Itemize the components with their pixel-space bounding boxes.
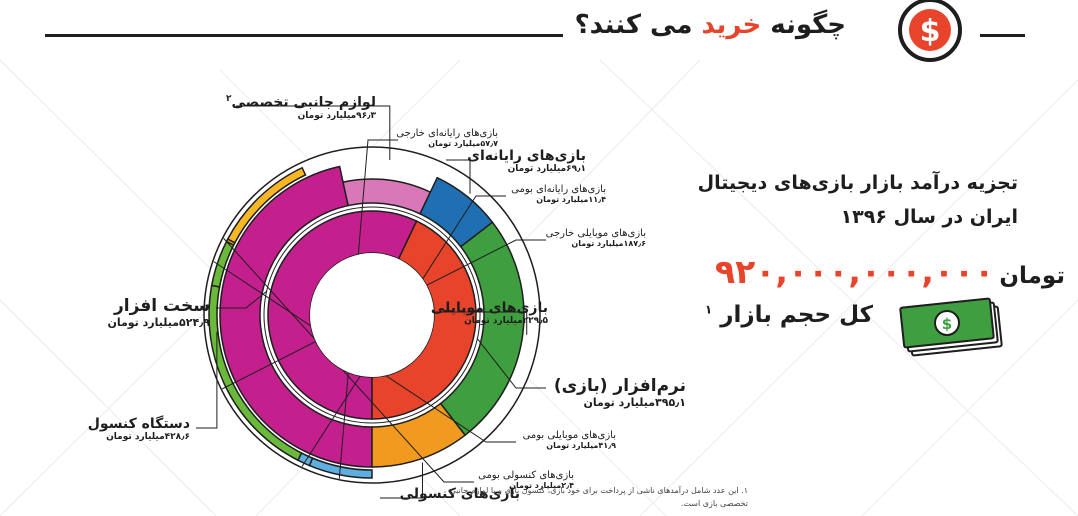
title-post: می کنند؟ [574,10,693,40]
total-label-row: کل حجم بازار ۱ [705,302,873,328]
segment-inner-نرم‌افزار-(بازی) [371,220,477,420]
label-بازی‌های-رایانه‌ای-خارجی: بازی‌های رایانه‌ای خارجی ۵۷٫۷میلیارد توما… [396,128,498,148]
leader-line-بازی‌های-موبایلی [408,311,528,335]
label-name: بازی‌های موبایلی بومی [522,430,616,441]
svg-text:$: $ [942,315,952,333]
label-name: بازی‌های موبایلی خارجی [545,228,646,239]
label-لوازم-جانبی-تخصصی: لوازم جانبی تخصصی۲ ۹۶٫۳میلیارد تومان [226,94,376,121]
label-value: ۵۷٫۷میلیارد تومان [428,139,498,148]
donut-hole [310,253,434,377]
label-بازی‌های-موبایلی: بازی‌های موبایلی ۲۲۹٫۵میلیارد تومان [431,300,548,326]
label-value: ۲۲۹٫۵میلیارد تومان [464,316,548,326]
page-title: چگونه خرید می کنند؟ [575,10,846,40]
label-value: ۱۸۷٫۶میلیارد تومان [571,239,646,248]
label-value: ۴۱٫۹میلیارد تومان [546,441,616,450]
label-value: ۱۱٫۴میلیارد تومان [536,195,606,204]
label-footnote-mark: ۲ [226,94,232,104]
label-دستگاه-کنسول: دستگاه کنسول ۴۲۸٫۶میلیارد تومان [88,416,190,442]
label-بازی‌های-کنسولی: بازی‌های کنسولی [400,486,520,502]
label-value: ۶۹٫۱میلیارد تومان [507,164,586,174]
label-بازی‌های-رایانه‌ای-بومی: بازی‌های رایانه‌ای بومی ۱۱٫۴میلیارد تومان [511,184,606,204]
donut-separator [263,206,481,424]
leader-line-بازی‌های-رایانه‌ای [446,159,471,194]
label-name: بازی‌های کنسولی [399,486,520,502]
leader-line-دستگاه-کنسول [196,331,218,429]
header-rule-left [45,34,563,37]
label-name: بازی‌های موبایلی [430,300,548,316]
info-title: تجزیه درآمد بازار بازی‌های دیجیتال ایران… [697,172,1018,228]
label-name: بازی‌های رایانه‌ای [467,148,586,164]
label-name: لوازم جانبی تخصصی۲ [226,94,376,111]
segment-middle-بازی‌های-کنسولی [371,402,467,468]
total-value: ۹۲۰,۰۰۰,۰۰۰,۰۰۰ [715,252,995,291]
leader-line-بازی‌های-موبایلی-بومی [213,261,516,443]
total-unit: تومان [999,263,1065,289]
segment-middle-دستگاه-کنسول [219,165,373,468]
label-value: ۴۲۸٫۶میلیارد تومان [106,432,190,442]
label-بازی‌های-کنسولی-بومی: بازی‌های کنسولی بومی ۲٫۴میلیارد تومان [478,470,574,490]
label-value: ۹۶٫۳میلیارد تومان [297,110,376,121]
label-بازی‌های-رایانه‌ای: بازی‌های رایانه‌ای ۶۹٫۱میلیارد تومان [467,148,586,174]
label-name: نرم‌افزار (بازی) [553,376,686,396]
leader-line-نرم‌افزار-(بازی) [476,338,546,389]
label-بازی‌های-موبایلی-بومی: بازی‌های موبایلی بومی ۴۱٫۹میلیارد تومان [523,430,616,450]
label-نرم‌افزار-(بازی): نرم‌افزار (بازی) ۳۹۵٫۱میلیارد تومان [554,376,686,409]
leader-line-بازی‌های-کنسولی-بومی [223,238,474,483]
label-value: ۵۲۴٫۹میلیارد تومان [107,316,210,329]
label-سخت-افزار: سخت افزار ۵۲۴٫۹میلیارد تومان [107,296,210,329]
leader-line-بازی‌های-رایانه‌ای-بومی [301,195,506,467]
leader-line-بازی‌های-کنسولی [380,462,423,499]
title-highlight: خرید [701,10,762,40]
label-name: بازی‌های رایانه‌ای خارجی [396,128,498,139]
label-name: سخت افزار [113,296,210,316]
label-value: ۲٫۴میلیارد تومان [509,481,574,490]
footnote: ۱. این عدد شامل درآمدهای ناشی از پرداخت … [449,486,748,508]
dollar-icon: $ [898,0,962,62]
total-label: کل حجم بازار [720,302,873,328]
label-value: ۳۹۵٫۱میلیارد تومان [583,396,686,409]
total-footnote-mark: ۱ [704,302,713,317]
label-بازی‌های-موبایلی-خارجی: بازی‌های موبایلی خارجی ۱۸۷٫۶میلیارد تومان [546,228,646,248]
label-name: بازی‌های کنسولی بومی [478,470,574,481]
svg-text:$: $ [920,14,941,49]
segment-outer-بازی‌های-کنسولی-خارجی [226,166,307,244]
leader-line-سخت-افزار [216,290,267,309]
money-stack-icon: $ [899,297,1003,357]
total-value-row: تومان ۹۲۰,۰۰۰,۰۰۰,۰۰۰ [715,252,1065,291]
header-rule-right [980,34,1025,37]
title-pre: چگونه [770,10,846,40]
label-name: دستگاه کنسول [87,416,190,432]
label-name: بازی‌های رایانه‌ای بومی [511,184,606,195]
leader-line-لوازم-جانبی-تخصصی [236,105,391,161]
